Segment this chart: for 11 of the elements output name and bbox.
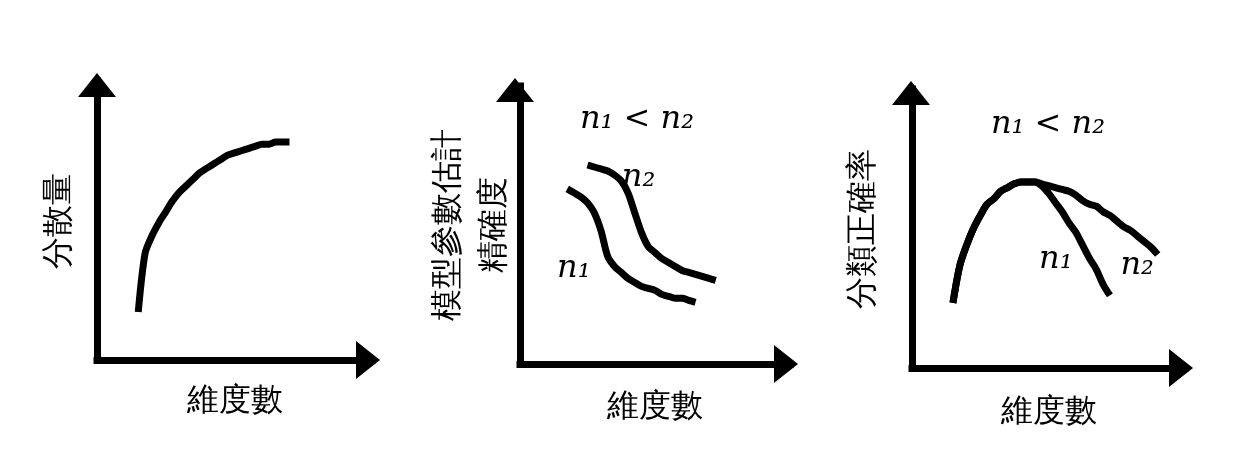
y-axis-title: 模型參數估計精確度 xyxy=(427,129,511,321)
y-axis-title: 分類正確率 xyxy=(842,148,880,309)
x-axis-title: 維度數 xyxy=(999,391,1097,429)
x-axis-title: 維度數 xyxy=(185,380,283,418)
series-label: n₂ xyxy=(1120,243,1154,282)
text: n₁ < n₂ xyxy=(579,98,695,136)
y-axis-title: 分散量 xyxy=(38,172,76,269)
series-label: n₁ xyxy=(1039,238,1073,277)
series-label: n₁ xyxy=(557,246,591,285)
text: n₁ < n₂ xyxy=(990,103,1106,141)
x-axis-title: 維度數 xyxy=(606,386,703,424)
